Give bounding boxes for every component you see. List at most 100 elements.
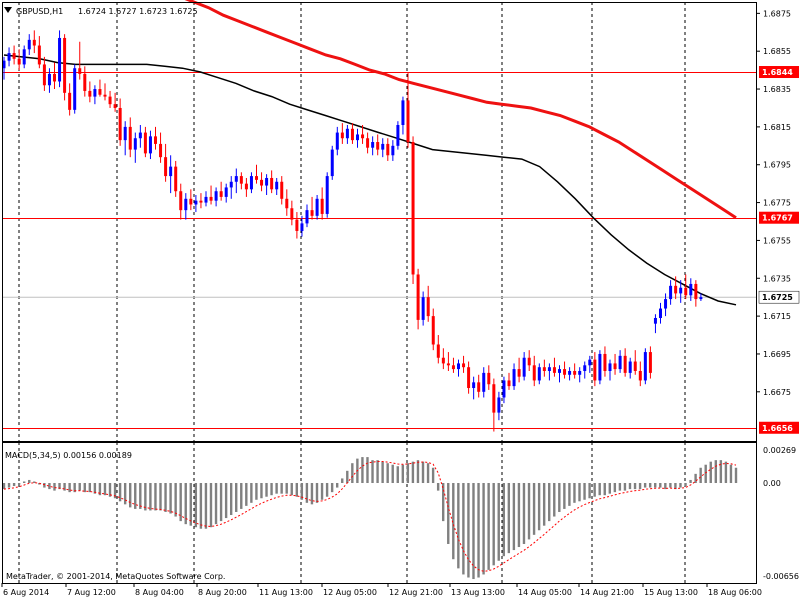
macd-bar (593, 483, 596, 497)
price-tick-label: 1.6755 (763, 236, 791, 245)
macd-bar (628, 483, 632, 490)
macd-bar (623, 483, 627, 491)
candle-body (305, 210, 309, 224)
macd-bar (325, 483, 329, 497)
candle-body (406, 100, 410, 143)
candle-body (356, 134, 359, 141)
macd-bar (108, 483, 112, 497)
macd-bar (719, 460, 723, 484)
candle-body (517, 369, 521, 377)
macd-bar (487, 483, 490, 570)
candle-body (472, 382, 476, 389)
candle-body (497, 397, 501, 413)
candle-body (315, 198, 319, 216)
candle-body (633, 361, 637, 371)
macd-bar (139, 483, 142, 509)
macd-bar (275, 483, 278, 494)
macd-bar (386, 463, 389, 484)
macd-bar (290, 483, 293, 496)
candle-body (63, 37, 67, 93)
macd-bar (250, 483, 253, 503)
candle-body (653, 318, 657, 324)
macd-bar (421, 461, 425, 484)
macd-bar (578, 483, 581, 502)
candle-body (340, 132, 344, 139)
candle-body (93, 89, 97, 97)
candle-body (381, 143, 385, 150)
candle-body (522, 357, 526, 377)
candle-body (603, 353, 607, 371)
macd-bar (235, 483, 238, 512)
macd-bar (633, 483, 637, 490)
price-tick-label: 1.6875 (763, 9, 791, 18)
candle-body (209, 196, 213, 201)
macd-bar (457, 483, 460, 569)
candle-body (285, 198, 289, 209)
macd-bar (452, 483, 455, 560)
candle-body (37, 45, 41, 65)
macd-bar (492, 483, 495, 566)
macd-bar (467, 483, 470, 578)
price-panel-frame (2, 2, 757, 442)
chart-frame (2, 2, 757, 584)
candle-body (204, 196, 208, 203)
macd-bar (396, 466, 399, 484)
candle-body (371, 142, 375, 148)
macd-bar (482, 483, 485, 575)
macd-bar (704, 464, 707, 484)
macd-bar (330, 483, 334, 493)
candle-body (416, 274, 420, 320)
macd-bar (199, 483, 203, 529)
macd-bar (310, 483, 314, 505)
candle-body (613, 363, 617, 370)
candle-body (598, 353, 602, 381)
candle-body (2, 60, 6, 69)
candle-body (542, 367, 546, 371)
macd-bar (295, 483, 298, 497)
macd-bar (431, 467, 435, 484)
candle-body (199, 200, 203, 203)
time-tick-label: 11 Aug 13:00 (259, 588, 313, 597)
macd-bar (477, 483, 480, 578)
macd-bar (351, 463, 354, 484)
triangle-down-icon[interactable] (4, 7, 12, 13)
price-tick-label: 1.6775 (763, 199, 791, 208)
macd-bar (83, 483, 86, 493)
candle-body (224, 187, 228, 197)
macd-bar (416, 460, 420, 484)
macd-bar (346, 470, 349, 484)
macd-bar (361, 457, 364, 484)
macd-bar (618, 483, 622, 491)
macd-bar (699, 467, 702, 484)
macd-tick-label: 0.00269 (763, 446, 796, 455)
grid (18, 2, 686, 583)
macd-bar (542, 483, 546, 526)
time-tick-label: 18 Aug 06:00 (708, 588, 762, 597)
macd-bar (583, 483, 586, 500)
candle-body (446, 363, 450, 366)
candle-body (249, 176, 253, 190)
candle-body (169, 166, 173, 177)
candle-body (350, 128, 354, 141)
candle-body (391, 145, 395, 156)
candle-body (487, 372, 491, 385)
macd-bar (517, 483, 521, 548)
chart-header: GBPUSD,H1 1.6724 1.6727 1.6723 1.6725 (4, 7, 198, 16)
candle-body (568, 370, 572, 375)
macd-bar (285, 483, 288, 494)
candle-body (229, 181, 233, 188)
macd-bar (43, 483, 46, 488)
candle-body (694, 283, 698, 300)
macd-bar (280, 483, 283, 494)
level-tag (759, 211, 799, 224)
candle-body (421, 297, 425, 320)
candle-body (552, 367, 556, 373)
macd-bar (462, 483, 465, 575)
macd-tick-label: 0.00 (763, 479, 781, 488)
macd-panel-frame (2, 442, 757, 584)
candle-body (628, 361, 632, 373)
macd-bar (149, 483, 152, 511)
candle-body (270, 177, 274, 190)
macd-bar (154, 483, 157, 511)
